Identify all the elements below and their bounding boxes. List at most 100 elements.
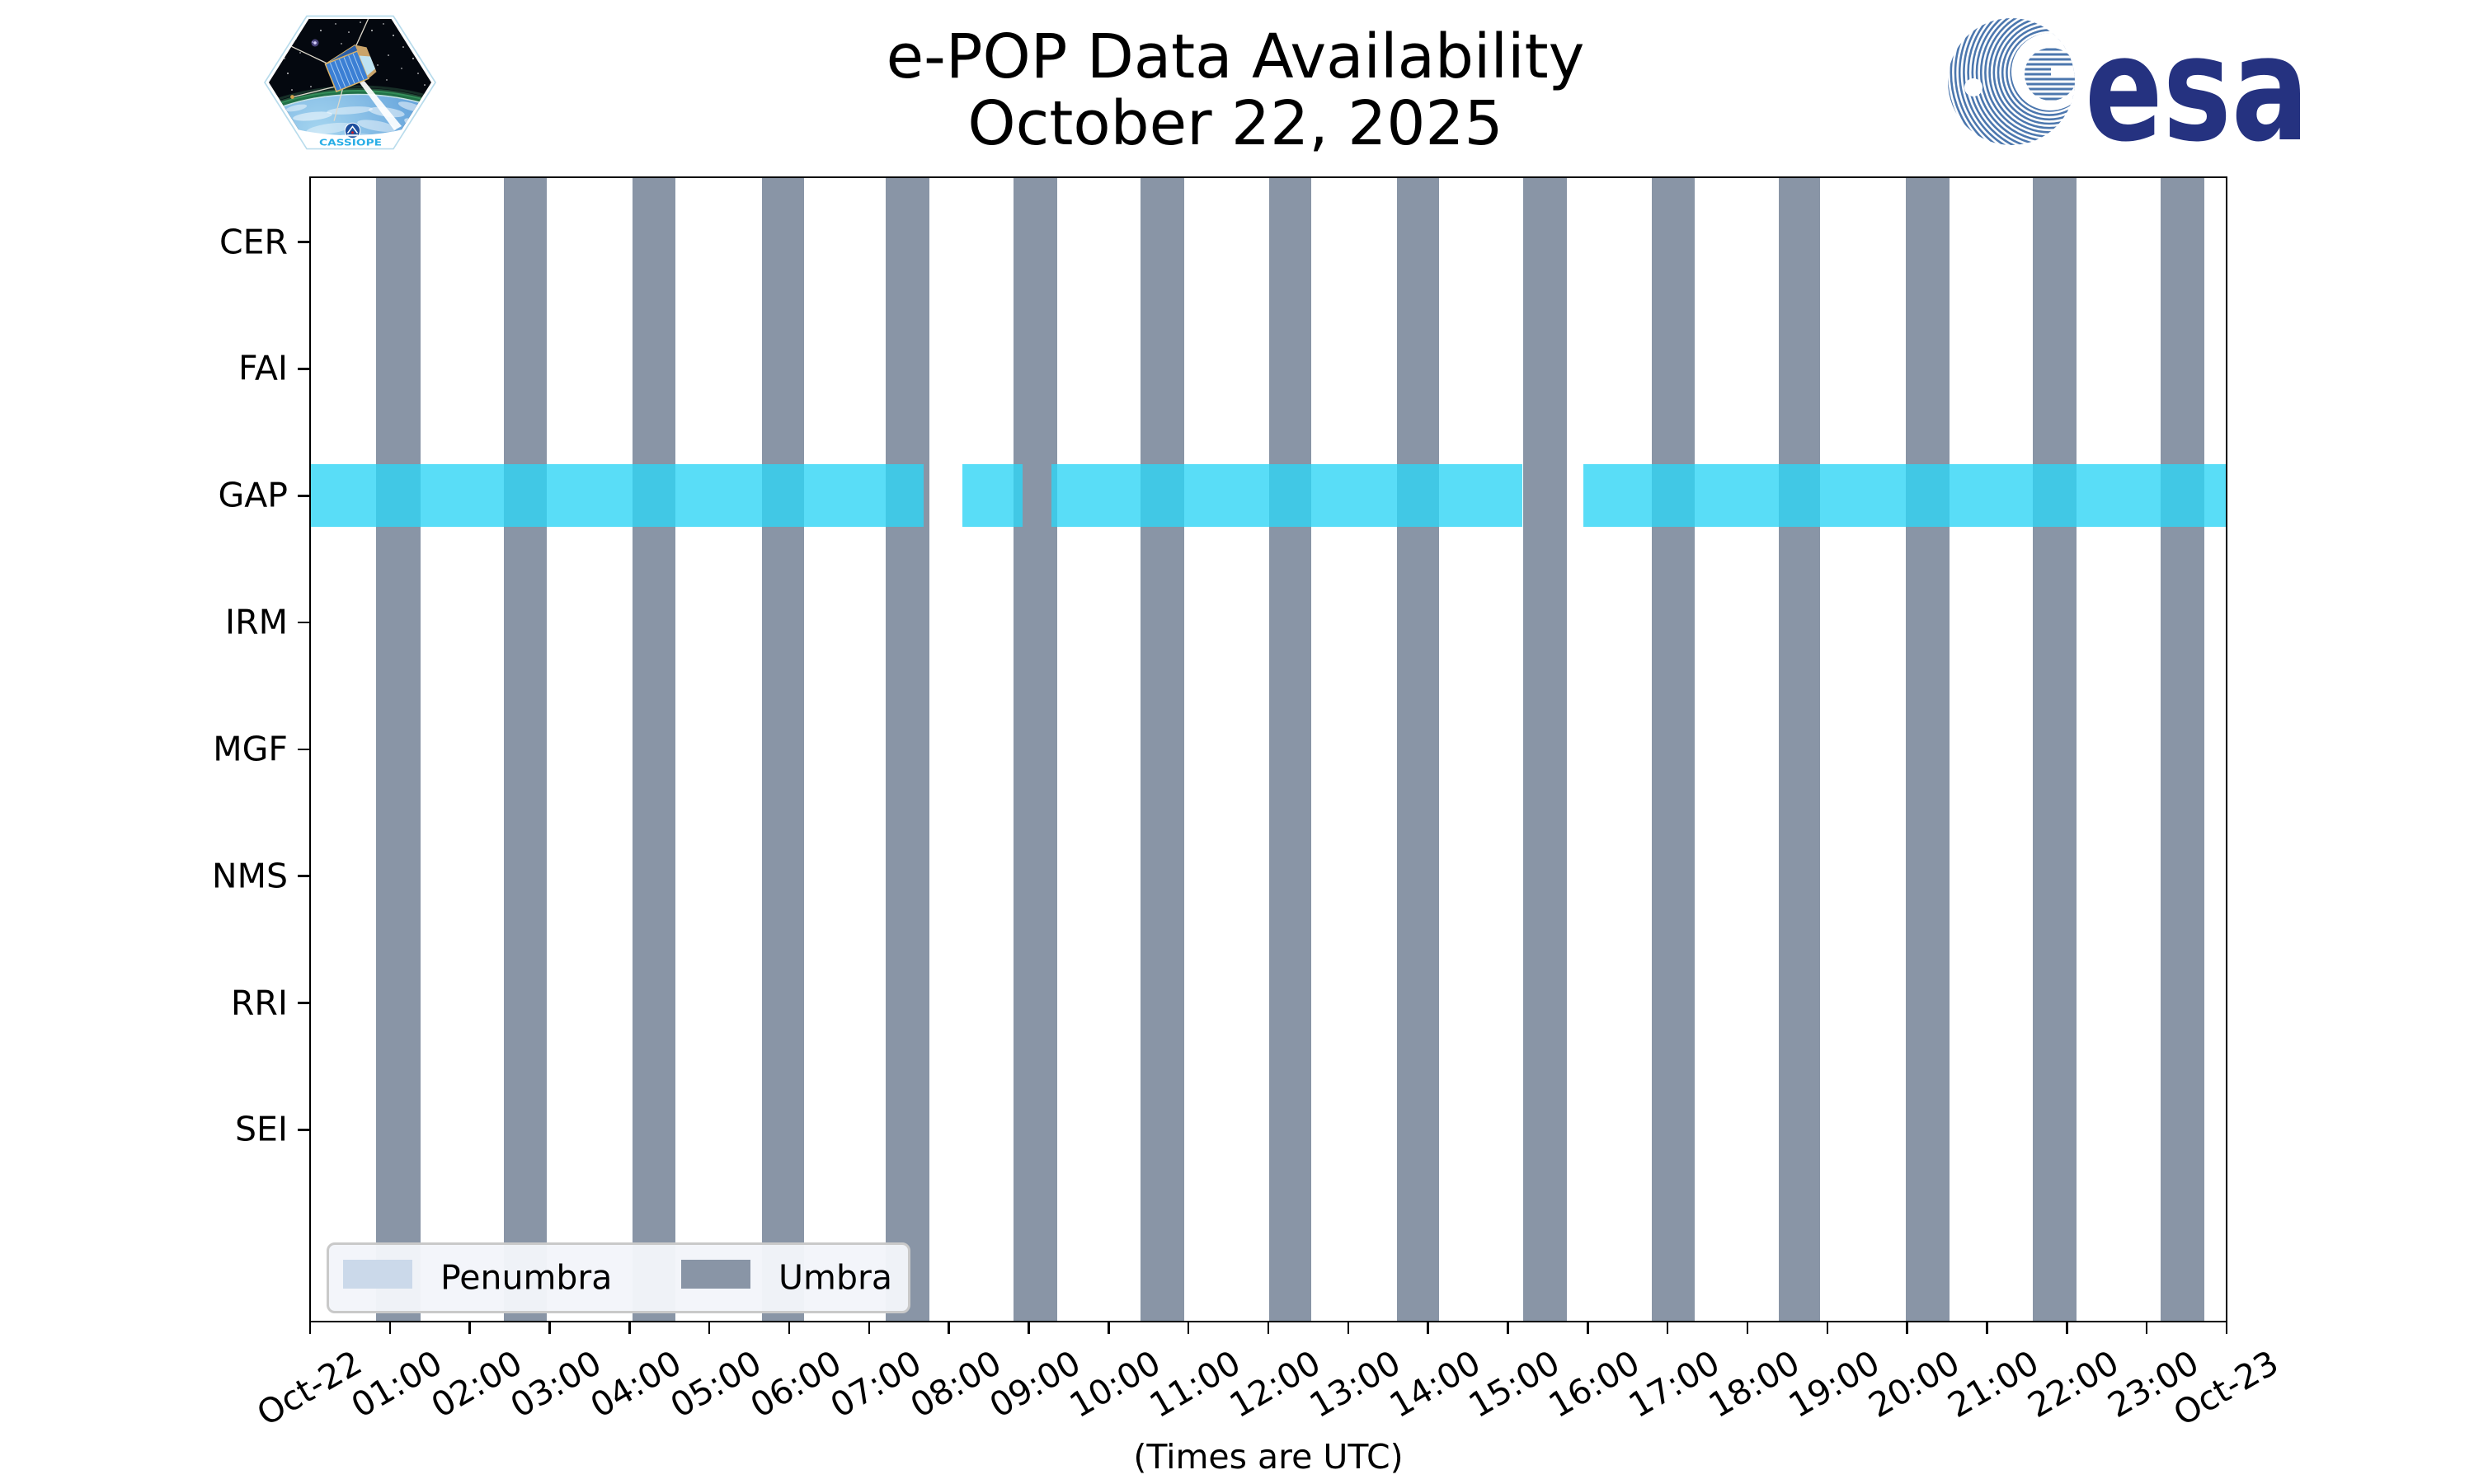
x-tick [788,1322,791,1334]
x-tick-label: 19:00 [1781,1342,1886,1426]
cassiope-patch-label: CASSIOPE [319,138,382,148]
axis-spine-right [2225,176,2228,1323]
axis-spine-bottom [308,1320,2228,1323]
umbra-interval-bar [376,177,421,1322]
x-tick-label: 07:00 [823,1342,928,1426]
x-tick [1666,1322,1669,1334]
cassiope-mission-patch-logo: CASSIOPE [264,15,436,150]
x-tick-label: 04:00 [584,1342,689,1426]
umbra-interval-bar [886,177,930,1322]
y-tick [298,1129,310,1131]
x-tick-label: 16:00 [1542,1342,1647,1426]
availability-bar-gap [1051,464,1522,528]
patch-satellite [280,19,377,121]
umbra-interval-bar [1778,177,1821,1322]
x-tick [1347,1322,1350,1334]
umbra-interval-bar [1141,177,1185,1322]
axis-spine-top [308,176,2228,179]
x-tick-label: 11:00 [1142,1342,1248,1426]
x-tick [1427,1322,1429,1334]
x-tick [388,1322,392,1334]
x-tick [1587,1322,1589,1334]
x-tick-label: 17:00 [1621,1342,1727,1426]
patch-aurora [269,90,431,146]
y-tick [298,1002,310,1004]
x-tick [2066,1322,2068,1334]
patch-stars [284,21,426,91]
x-tick-label: 18:00 [1701,1342,1806,1426]
x-tick-label: 14:00 [1382,1342,1487,1426]
x-tick [1906,1322,1908,1334]
chart-title: e-POP Data Availability [886,21,1585,92]
x-tick [468,1322,471,1334]
x-tick [628,1322,631,1334]
x-tick [1507,1322,1509,1334]
x-tick [548,1322,551,1334]
chart-date: October 22, 2025 [967,88,1503,160]
x-tick-label: 13:00 [1302,1342,1407,1426]
y-tick-label-fai: FAI [238,348,288,388]
availability-bar-gap [310,464,924,528]
x-tick-label: 12:00 [1222,1342,1327,1426]
umbra-interval-bar [2032,177,2077,1322]
x-tick [1826,1322,1829,1334]
umbra-interval-bar [1651,177,1696,1322]
umbra-interval-bar [1905,177,1950,1322]
esa-globe-icon [1948,18,2075,145]
x-tick [868,1322,871,1334]
x-tick [1187,1322,1190,1334]
x-tick [708,1322,711,1334]
x-tick-label: 20:00 [1861,1342,1966,1426]
y-tick-label-nms: NMS [211,856,288,896]
x-tick [2145,1322,2148,1334]
y-tick [298,748,310,751]
legend: Penumbra Umbra [327,1242,910,1313]
x-tick-label: 06:00 [743,1342,848,1426]
umbra-interval-bar [1396,177,1440,1322]
x-tick-label: 09:00 [983,1342,1088,1426]
y-tick [298,241,310,243]
availability-bar-gap [1583,464,2227,528]
x-tick-label: 22:00 [2021,1342,2126,1426]
y-tick-label-sei: SEI [234,1109,288,1149]
x-tick [948,1322,950,1334]
x-tick [1108,1322,1110,1334]
x-tick [2225,1322,2228,1334]
esa-logo: esa [1948,7,2309,163]
x-tick [1267,1322,1270,1334]
esa-wordmark: esa [2085,7,2309,163]
x-tick [308,1322,312,1334]
umbra-interval-bar [1268,177,1312,1322]
legend-label-umbra: Umbra [778,1257,892,1298]
x-tick-label: 08:00 [903,1342,1008,1426]
plot-area [310,177,2227,1322]
y-tick-label-mgf: MGF [213,729,288,769]
y-tick [298,368,310,370]
x-tick-label: 01:00 [344,1342,449,1426]
legend-swatch-umbra [681,1260,750,1289]
x-tick [1986,1322,1988,1334]
csa-roundel [344,122,361,139]
x-tick-label: 21:00 [1941,1342,2046,1426]
umbra-interval-bar [2160,177,2204,1322]
patch-beam [359,79,402,130]
x-tick-label: 02:00 [424,1342,529,1426]
legend-swatch-penumbra [343,1260,412,1289]
x-tick [1028,1322,1030,1334]
umbra-interval-bar [633,177,676,1322]
legend-label-penumbra: Penumbra [440,1257,613,1298]
y-tick-label-irm: IRM [225,602,288,642]
xaxis-caption: (Times are UTC) [1133,1437,1404,1477]
y-tick-label-rri: RRI [230,983,288,1023]
x-tick-label: 10:00 [1063,1342,1168,1426]
title-block: e-POP Data Availability October 22, 2025 [0,21,2472,160]
y-tick-label-cer: CER [219,222,288,261]
umbra-interval-bar [1522,177,1568,1322]
x-tick-label: 03:00 [504,1342,609,1426]
x-tick [1746,1322,1749,1334]
umbra-interval-bar [504,177,547,1322]
x-tick-label: 05:00 [663,1342,769,1426]
availability-bar-gap [962,464,1023,528]
y-tick-label-gap: GAP [218,475,288,515]
